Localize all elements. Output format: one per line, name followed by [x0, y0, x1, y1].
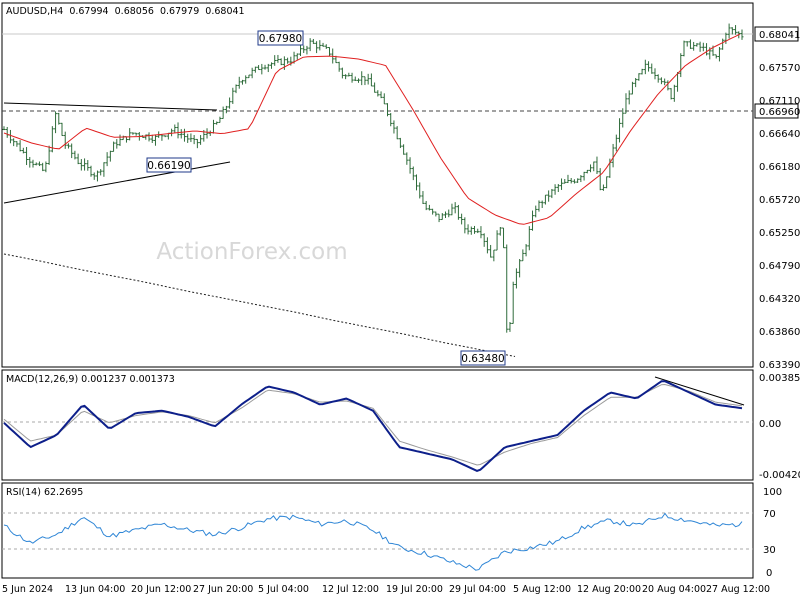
price-tick-4: 0.66640: [759, 129, 800, 140]
time-tick-4: 5 Jul 04:00: [258, 584, 309, 595]
time-tick-0: 5 Jun 2024: [2, 584, 53, 595]
price-tick-9: 0.64320: [759, 294, 800, 305]
ohlc-low: 0.67979: [160, 6, 199, 17]
price-tick-6: 0.65720: [759, 195, 800, 206]
time-tick-3: 27 Jun 20:00: [193, 584, 253, 595]
support-price-tag: [754, 103, 799, 119]
time-axis: 5 Jun 2024 13 Jun 04:00 20 Jun 12:00 27 …: [2, 584, 770, 595]
macd-panel: [1, 369, 754, 481]
time-tick-8: 5 Aug 12:00: [513, 584, 571, 595]
time-tick-10: 20 Aug 04:00: [642, 584, 706, 595]
macd-title: MACD(12,26,9) 0.001237 0.001373: [6, 374, 175, 385]
time-tick-1: 13 Jun 04:00: [65, 584, 125, 595]
macd-trend-line: [654, 376, 745, 406]
price-tick-8: 0.64790: [759, 261, 800, 272]
macd-main-line: [3, 380, 743, 472]
annotation-triangle-low-text: 0.66190: [147, 160, 190, 172]
price-tick-3: 0.66960: [759, 107, 800, 118]
annotation-triangle-low: 0.66190: [146, 157, 192, 173]
annotation-high: 0.67980: [257, 30, 304, 46]
time-tick-2: 20 Jun 12:00: [131, 584, 191, 595]
price-tick-11: 0.63390: [759, 360, 800, 371]
rsi-panel: [1, 482, 754, 579]
triangle-lower-line: [3, 161, 231, 204]
moving-average-55-line: [3, 33, 741, 225]
annotation-low: 0.63480: [460, 350, 506, 366]
watermark: ActionForex.com: [156, 239, 347, 265]
price-axis: 0.68041 0.67570 0.67110 0.66960 0.66640 …: [754, 26, 800, 371]
symbol-label: AUDUSD,H4: [6, 6, 63, 17]
time-tick-9: 12 Aug 20:00: [577, 584, 641, 595]
price-header: AUDUSD,H4 0.67994 0.68056 0.67979 0.6804…: [6, 6, 245, 17]
rsi-tick-100: 100: [763, 487, 782, 498]
time-tick-11: 27 Aug 12:00: [706, 584, 770, 595]
macd-tick-max: 0.003852: [759, 373, 800, 384]
ohlc-close: 0.68041: [205, 6, 244, 17]
rsi-tick-70: 70: [763, 509, 776, 520]
price-tick-5: 0.66180: [759, 162, 800, 173]
ohlc-high: 0.68056: [115, 6, 154, 17]
current-price-tag: [754, 26, 799, 42]
price-tick-1: 0.67570: [759, 63, 800, 74]
annotation-high-text: 0.67980: [259, 33, 302, 45]
rsi-tick-0: 0: [766, 568, 772, 579]
annotation-low-text: 0.63480: [461, 353, 504, 365]
time-tick-5: 12 Jul 12:00: [322, 584, 379, 595]
rsi-line: [3, 512, 743, 571]
macd-tick-zero: 0.00: [759, 419, 781, 430]
price-tick-10: 0.63860: [759, 327, 800, 338]
ohlc-open: 0.67994: [69, 6, 108, 17]
moving-average-200-line: [3, 253, 516, 357]
price-tick-7: 0.65250: [759, 228, 800, 239]
rsi-tick-30: 30: [763, 545, 776, 556]
rsi-title: RSI(14) 62.2695: [6, 487, 83, 498]
triangle-upper-line: [3, 102, 218, 111]
price-tick-0: 0.68041: [759, 30, 800, 41]
price-tick-2: 0.67110: [759, 96, 800, 107]
time-tick-6: 19 Jul 20:00: [386, 584, 443, 595]
price-panel: [1, 2, 754, 368]
time-tick-7: 29 Jul 04:00: [449, 584, 506, 595]
macd-tick-min: -0.004204: [759, 470, 800, 481]
